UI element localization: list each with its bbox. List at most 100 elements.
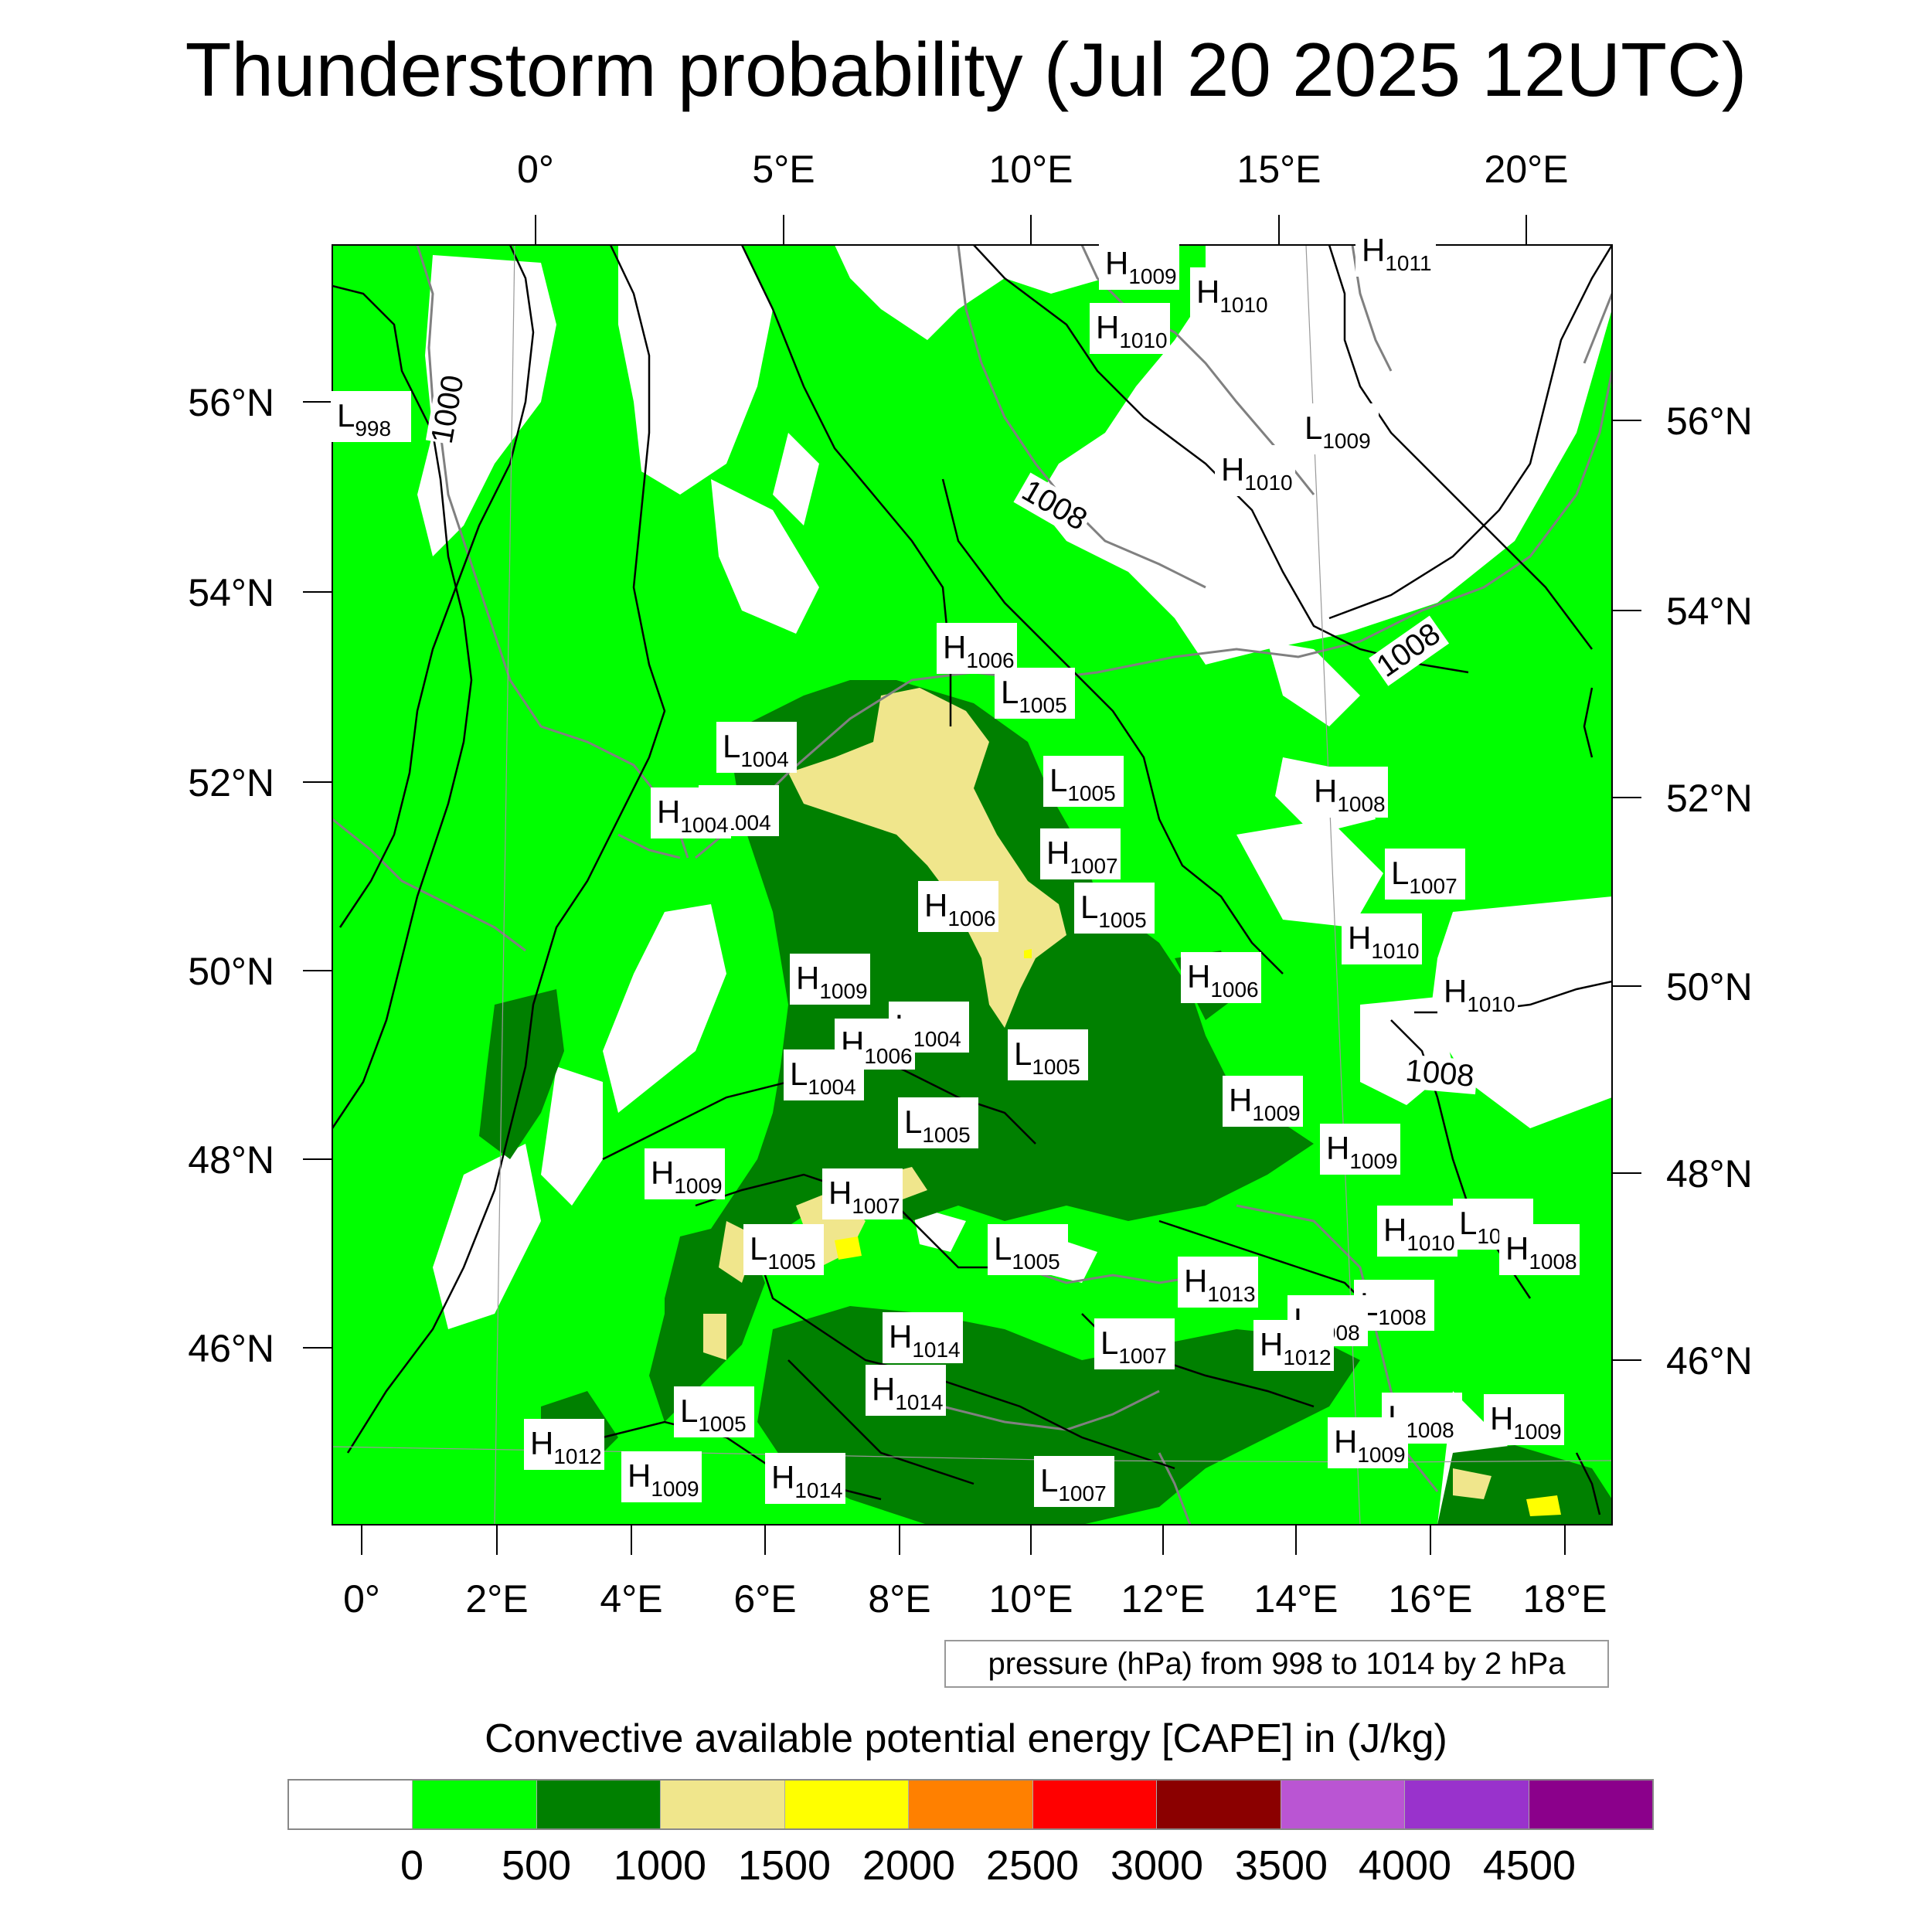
bottom-lon-label: 8°E [868, 1577, 930, 1621]
pressure-center-box [995, 668, 1075, 719]
pressure-center: L1005 [898, 1097, 978, 1148]
colorbar-swatch [1157, 1781, 1281, 1828]
pressure-center: H1009 [1484, 1394, 1564, 1445]
pressure-center: H1010 [1190, 267, 1270, 318]
pressure-center: H1008 [1308, 767, 1388, 818]
colorbar-swatch [536, 1781, 662, 1828]
pressure-center-box [1090, 303, 1170, 354]
cape-none-areas [417, 245, 1612, 1525]
pressure-center: H1004 [651, 787, 731, 838]
pressure-center-label: L1005 [750, 1230, 816, 1274]
colorbar-tick-label: 500 [501, 1842, 572, 1889]
colorbar-swatch [289, 1781, 413, 1828]
pressure-center-box [1320, 1124, 1400, 1175]
pressure-center-label: H1014 [872, 1371, 944, 1414]
pressure-center-box [651, 787, 731, 838]
pressure-center-box [1043, 756, 1124, 807]
pressure-center: H1009 [1099, 239, 1179, 290]
pressure-center-box [866, 1365, 946, 1416]
colorbar [287, 1779, 1654, 1830]
pressure-center-box [1308, 767, 1388, 818]
pressure-center-label: L1005 [1049, 762, 1116, 805]
top-lon-label: 10°E [989, 148, 1073, 191]
top-lon-label: 15°E [1237, 148, 1321, 191]
pressure-center-label: L998 [337, 397, 391, 440]
pressure-center-box [621, 1451, 702, 1502]
colorbar-swatch [909, 1781, 1033, 1828]
pressure-center-label: H1010 [1383, 1212, 1455, 1255]
pressure-center: H1009 [621, 1451, 702, 1502]
pressure-center: H1007 [1040, 828, 1121, 879]
pressure-center-box [822, 1168, 903, 1219]
right-lat-label: 50°N [1666, 965, 1753, 1009]
pressure-center: H1012 [1253, 1320, 1334, 1371]
pressure-center-box [918, 881, 998, 932]
bottom-lon-label: 0° [343, 1577, 380, 1621]
pressure-center-box [1040, 828, 1121, 879]
pressure-center-label: H1006 [1187, 958, 1259, 1002]
colorbar-swatch [1281, 1781, 1406, 1828]
bottom-lon-label: 6°E [733, 1577, 796, 1621]
pressure-center-box [988, 1224, 1068, 1275]
right-latitude-labels: 56°N 54°N 52°N 50°N 48°N 46°N [1666, 400, 1753, 1383]
pressure-center: L1005 [674, 1386, 754, 1437]
pressure-center-label: H1010 [1196, 274, 1268, 317]
pressure-center-label: H1010 [1348, 920, 1420, 963]
pressure-center: H1014 [765, 1453, 845, 1504]
pressure-center: L1005 [1043, 756, 1124, 807]
right-lat-label: 56°N [1666, 400, 1753, 443]
pressure-center-box [1328, 1417, 1408, 1468]
left-lat-label: 52°N [188, 761, 274, 804]
pressure-center-box [743, 1224, 824, 1275]
top-lon-label: 0° [517, 148, 554, 191]
colorbar-tick-label: 1000 [613, 1842, 707, 1889]
pressure-center: H1010 [1090, 303, 1170, 354]
pressure-center-box [937, 623, 1017, 674]
pressure-center-label: H1009 [1105, 245, 1177, 288]
pressure-center-label: H1009 [628, 1458, 699, 1501]
colorbar-tick-label: 0 [400, 1842, 424, 1889]
pressure-center: H1014 [866, 1365, 946, 1416]
bottom-lon-label: 10°E [989, 1577, 1073, 1621]
pressure-center-label: L1005 [1001, 674, 1067, 717]
pressure-center-label: H1007 [1046, 835, 1118, 878]
pressure-center: H1008 [1499, 1224, 1580, 1275]
pressure-center-label: H1009 [651, 1155, 723, 1198]
pressure-center: H1006 [918, 881, 998, 932]
pressure-center-box [1484, 1394, 1564, 1445]
pressure-center-label: L1004 [723, 728, 789, 771]
pressure-center: H1006 [1181, 952, 1261, 1003]
colorbar-swatch [661, 1781, 785, 1828]
pressure-center-label: L1009 [1304, 410, 1371, 453]
left-lat-label: 54°N [188, 571, 274, 614]
pressure-center-box [1499, 1224, 1580, 1275]
pressure-center: L1007 [1094, 1318, 1175, 1369]
pressure-center-box [1355, 226, 1436, 277]
colorbar-tick-label: 3500 [1234, 1842, 1328, 1889]
pressure-center-box [1099, 239, 1179, 290]
colorbar-tick-label: 3000 [1110, 1842, 1204, 1889]
map-title: Thunderstorm probability (Jul 20 2025 12… [185, 27, 1747, 112]
pressure-center: H1012 [524, 1419, 604, 1470]
pressure-center: L1007 [1034, 1456, 1114, 1507]
pressure-center-box [645, 1148, 725, 1199]
pressure-center-label: H1009 [1326, 1130, 1398, 1173]
pressure-center-label: H1006 [943, 629, 1015, 672]
pressure-center: H1014 [883, 1312, 963, 1363]
pressure-center: H1006 [937, 623, 1017, 674]
pressure-center-label: H1009 [1490, 1400, 1562, 1444]
pressure-center-label: H1009 [1334, 1423, 1406, 1467]
axis-ticks [303, 215, 1641, 1555]
pressure-center-box [1342, 913, 1422, 964]
pressure-center: H1006 [835, 1019, 915, 1070]
pressure-center-box [1178, 1257, 1258, 1308]
colorbar-tick-label: 1500 [737, 1842, 832, 1889]
bottom-lon-label: 14°E [1254, 1577, 1338, 1621]
bottom-lon-label: 4°E [600, 1577, 662, 1621]
pressure-center-label: H1007 [828, 1175, 900, 1218]
pressure-center: L1005 [988, 1224, 1068, 1275]
left-lat-label: 50°N [188, 950, 274, 993]
colorbar-swatch [1032, 1781, 1158, 1828]
left-lat-label: 46°N [188, 1327, 274, 1370]
pressure-center: H1011 [1355, 226, 1436, 277]
